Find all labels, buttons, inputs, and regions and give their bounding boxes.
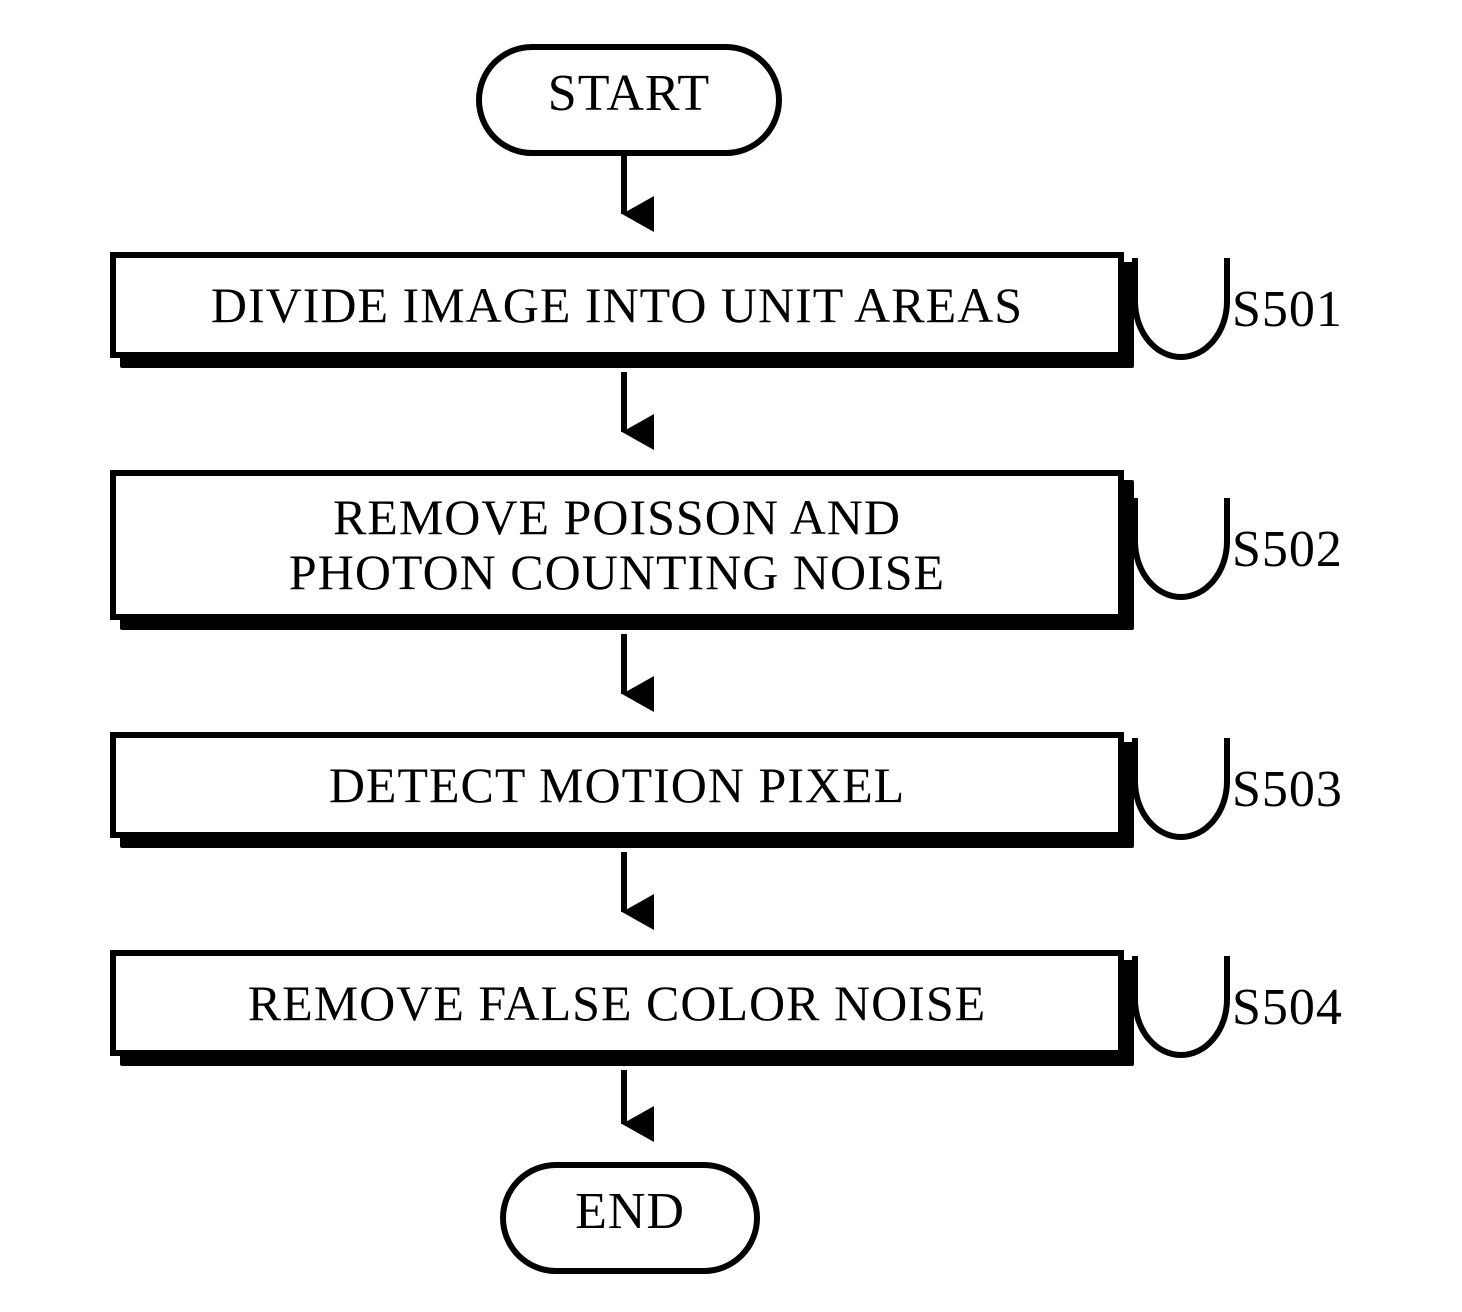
step-s504: REMOVE FALSE COLOR NOISE <box>110 950 1124 1056</box>
arrow-1 <box>0 0 1462 1312</box>
step-s503: DETECT MOTION PIXEL <box>110 732 1124 838</box>
label-s504: S504 <box>1232 978 1343 1037</box>
step-s503-line1: DETECT MOTION PIXEL <box>329 758 905 813</box>
step-s502-line1: REMOVE POISSON AND <box>333 490 901 545</box>
step-s504-wrap: REMOVE FALSE COLOR NOISE <box>110 950 1124 1056</box>
step-s501: DIVIDE IMAGE INTO UNIT AREAS <box>110 252 1124 358</box>
label-s502: S502 <box>1232 520 1343 579</box>
flowchart-canvas: START DIVIDE IMAGE INTO UNIT AREAS S501 … <box>0 0 1462 1312</box>
step-s503-wrap: DETECT MOTION PIXEL <box>110 732 1124 838</box>
label-s501: S501 <box>1232 280 1343 339</box>
terminal-end: END <box>500 1162 760 1274</box>
terminal-end-label: END <box>506 1168 754 1256</box>
label-s503: S503 <box>1232 760 1343 819</box>
step-s502-line2: PHOTON COUNTING NOISE <box>289 545 945 600</box>
step-s504-line1: REMOVE FALSE COLOR NOISE <box>248 976 986 1031</box>
step-s501-wrap: DIVIDE IMAGE INTO UNIT AREAS <box>110 252 1124 358</box>
step-s502-wrap: REMOVE POISSON AND PHOTON COUNTING NOISE <box>110 470 1124 620</box>
step-s502: REMOVE POISSON AND PHOTON COUNTING NOISE <box>110 470 1124 620</box>
step-s501-line1: DIVIDE IMAGE INTO UNIT AREAS <box>211 278 1023 333</box>
